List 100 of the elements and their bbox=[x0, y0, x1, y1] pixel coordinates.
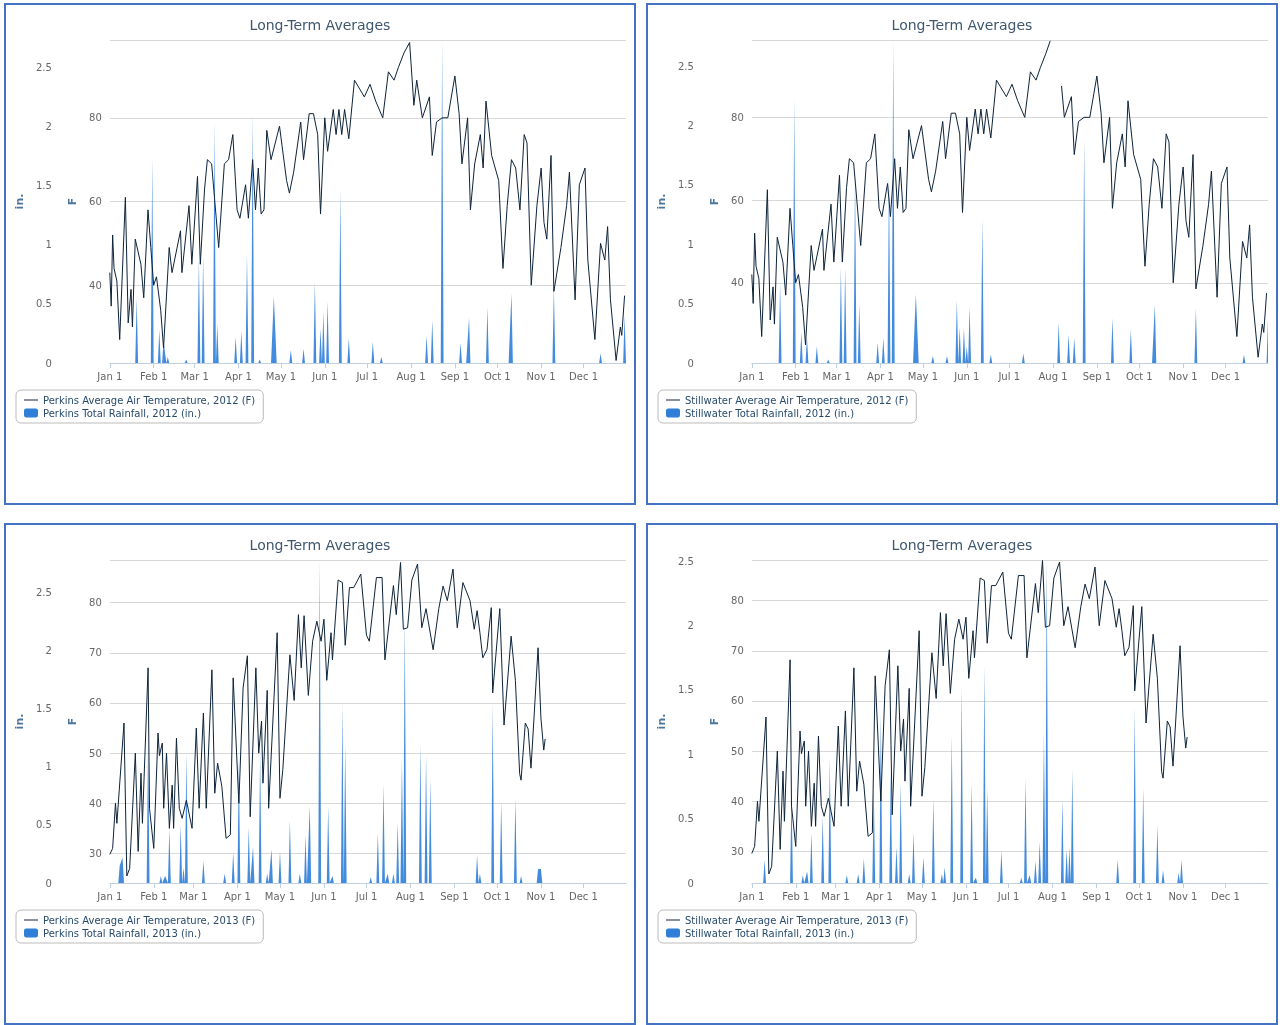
y-tick-label: 0 bbox=[687, 877, 694, 889]
y-tick-label: 2.5 bbox=[35, 61, 52, 73]
y-tick-label: 1 bbox=[45, 761, 52, 773]
y-tick-label: 2 bbox=[45, 120, 52, 132]
x-tick-label: May 1 bbox=[264, 890, 296, 902]
y-axis-title: in. bbox=[13, 713, 26, 730]
x-tick-label: Jun 1 bbox=[310, 890, 337, 902]
x-tick-label: May 1 bbox=[265, 370, 297, 382]
y2-tick-label: 50 bbox=[89, 747, 102, 759]
x-tick-label: Dec 1 bbox=[569, 370, 599, 382]
chart-title: Long-Term Averages bbox=[891, 537, 1033, 553]
y2-tick-label: 80 bbox=[731, 111, 744, 123]
x-tick-label: Jul 1 bbox=[354, 890, 378, 902]
legend-label: Stillwater Total Rainfall, 2012 (in.) bbox=[685, 407, 855, 419]
y-tick-label: 1 bbox=[687, 748, 694, 760]
x-tick-label: Jun 1 bbox=[953, 370, 980, 382]
y-tick-label: 1.5 bbox=[35, 703, 52, 715]
x-tick-label: Sep 1 bbox=[1082, 370, 1112, 382]
y-tick-label: 0.5 bbox=[677, 298, 694, 310]
x-tick-label: Jun 1 bbox=[952, 890, 979, 902]
y-tick-label: 0 bbox=[45, 357, 52, 369]
x-tick-label: Feb 1 bbox=[140, 370, 168, 382]
x-tick-label: Jun 1 bbox=[311, 370, 338, 382]
y-tick-label: 1.5 bbox=[677, 684, 694, 696]
x-tick-label: May 1 bbox=[907, 370, 939, 382]
x-tick-label: Jul 1 bbox=[996, 890, 1020, 902]
x-tick-label: Jan 1 bbox=[96, 890, 123, 902]
legend-label: Perkins Average Air Temperature, 2012 (F) bbox=[43, 394, 256, 406]
y2-axis-title: F bbox=[66, 197, 80, 206]
x-tick-label: Oct 1 bbox=[1125, 890, 1153, 902]
y2-tick-label: 40 bbox=[731, 795, 744, 807]
x-tick-label: Nov 1 bbox=[526, 370, 556, 382]
y2-tick-label: 60 bbox=[89, 697, 102, 709]
y2-tick-label: 40 bbox=[89, 797, 102, 809]
y-tick-label: 2.5 bbox=[677, 555, 694, 567]
y-tick-label: 1 bbox=[687, 238, 694, 250]
x-tick-label: Jul 1 bbox=[997, 370, 1020, 382]
x-tick-label: Oct 1 bbox=[1125, 370, 1153, 382]
legend-label: Perkins Total Rainfall, 2012 (in.) bbox=[43, 407, 202, 419]
x-tick-label: Mar 1 bbox=[822, 370, 851, 382]
legend-label: Perkins Average Air Temperature, 2013 (F) bbox=[43, 914, 256, 926]
chart-title: Long-Term Averages bbox=[249, 17, 391, 33]
x-tick-label: Apr 1 bbox=[225, 370, 252, 382]
chart-title: Long-Term Averages bbox=[891, 17, 1033, 33]
x-tick-label: Jul 1 bbox=[355, 370, 378, 382]
y-axis-title: in. bbox=[13, 193, 26, 210]
legend-label: Stillwater Average Air Temperature, 2013 (F) bbox=[685, 914, 909, 926]
y2-axis-title: F bbox=[708, 717, 722, 726]
x-tick-label: Mar 1 bbox=[180, 370, 209, 382]
y-tick-label: 1 bbox=[45, 239, 52, 251]
x-tick-label: Mar 1 bbox=[179, 890, 208, 902]
y-tick-label: 2 bbox=[687, 620, 694, 632]
x-tick-label: Aug 1 bbox=[1038, 370, 1068, 382]
x-tick-label: May 1 bbox=[906, 890, 938, 902]
y2-tick-label: 30 bbox=[89, 847, 102, 859]
x-tick-label: Oct 1 bbox=[483, 890, 511, 902]
x-tick-label: Aug 1 bbox=[1037, 890, 1067, 902]
y2-tick-label: 60 bbox=[731, 194, 744, 206]
x-tick-label: Mar 1 bbox=[821, 890, 850, 902]
y-tick-label: 0 bbox=[45, 877, 52, 889]
y-tick-label: 2.5 bbox=[677, 60, 694, 72]
y-tick-label: 0.5 bbox=[35, 298, 52, 310]
x-tick-label: Apr 1 bbox=[867, 370, 894, 382]
x-tick-label: Feb 1 bbox=[782, 890, 810, 902]
y2-tick-label: 50 bbox=[731, 745, 744, 757]
y2-tick-label: 80 bbox=[731, 595, 744, 607]
y-axis-title: in. bbox=[655, 713, 668, 730]
x-tick-label: Sep 1 bbox=[1082, 890, 1111, 902]
x-tick-label: Nov 1 bbox=[526, 890, 556, 902]
x-tick-label: Aug 1 bbox=[395, 890, 425, 902]
x-tick-label: Aug 1 bbox=[396, 370, 426, 382]
x-tick-label: Apr 1 bbox=[224, 890, 251, 902]
y2-tick-label: 80 bbox=[89, 112, 102, 124]
y2-tick-label: 80 bbox=[89, 597, 102, 609]
x-tick-label: Jan 1 bbox=[738, 370, 765, 382]
x-tick-label: Dec 1 bbox=[1211, 370, 1241, 382]
x-tick-label: Feb 1 bbox=[782, 370, 810, 382]
y-tick-label: 0.5 bbox=[677, 813, 694, 825]
x-tick-label: Dec 1 bbox=[1211, 890, 1240, 902]
y2-tick-label: 40 bbox=[731, 277, 744, 289]
legend-label: Perkins Total Rainfall, 2013 (in.) bbox=[43, 927, 202, 939]
y-tick-label: 2 bbox=[45, 645, 52, 657]
x-tick-label: Sep 1 bbox=[440, 370, 470, 382]
chart-title: Long-Term Averages bbox=[249, 537, 391, 553]
x-tick-label: Apr 1 bbox=[866, 890, 893, 902]
y-tick-label: 0.5 bbox=[35, 819, 52, 831]
x-tick-label: Oct 1 bbox=[483, 370, 511, 382]
y-tick-label: 1.5 bbox=[35, 180, 52, 192]
legend-label: Stillwater Total Rainfall, 2013 (in.) bbox=[685, 927, 855, 939]
y2-tick-label: 60 bbox=[731, 695, 744, 707]
x-tick-label: Sep 1 bbox=[440, 890, 469, 902]
y-tick-label: 0 bbox=[687, 357, 694, 369]
x-tick-label: Jan 1 bbox=[738, 890, 765, 902]
x-tick-label: Nov 1 bbox=[1168, 890, 1198, 902]
y2-tick-label: 30 bbox=[731, 845, 744, 857]
y2-tick-label: 60 bbox=[89, 196, 102, 207]
x-tick-label: Nov 1 bbox=[1168, 370, 1198, 382]
y2-tick-label: 70 bbox=[731, 645, 744, 657]
y2-axis-title: F bbox=[66, 717, 80, 726]
legend-label: Stillwater Average Air Temperature, 2012 (F) bbox=[685, 394, 909, 406]
